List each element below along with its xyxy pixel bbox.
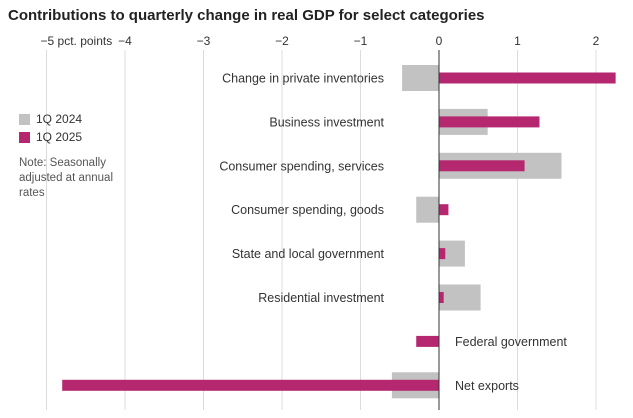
bar-1q-2025 <box>439 160 525 172</box>
bar-1q-2025 <box>439 72 616 84</box>
category-label: Business investment <box>269 115 384 129</box>
legend-swatch-1q-2024 <box>19 113 30 125</box>
category-label: Residential investment <box>258 291 384 305</box>
category-label: Federal government <box>455 335 567 349</box>
legend-label-1q-2025: 1Q 2025 <box>36 130 83 144</box>
category-label: Net exports <box>455 379 519 393</box>
bar-1q-2025 <box>439 116 540 128</box>
category-label: Consumer spending, services <box>219 159 384 173</box>
x-tick-label: −2 <box>275 34 289 48</box>
chart-note: Note: Seasonally adjusted at annual rate… <box>19 157 113 199</box>
x-tick-label: 0 <box>436 34 443 48</box>
x-tick-label: −3 <box>197 34 211 48</box>
legend-swatch-1q-2025 <box>19 131 30 143</box>
bar-1q-2024 <box>439 284 481 311</box>
legend-item-1q-2025: 1Q 2025 <box>19 128 119 146</box>
bar-1q-2025 <box>439 248 446 260</box>
legend-item-1q-2024: 1Q 2024 <box>19 110 119 128</box>
bar-1q-2025 <box>439 292 444 303</box>
bar-1q-2024 <box>402 65 439 91</box>
bar-1q-2024 <box>416 196 439 223</box>
legend-label-1q-2024: 1Q 2024 <box>36 112 83 126</box>
category-label: State and local government <box>232 247 385 261</box>
category-label: Consumer spending, goods <box>231 203 384 217</box>
x-tick-label: 1 <box>514 34 521 48</box>
chart-title: Contributions to quarterly change in rea… <box>8 7 485 24</box>
category-label: Change in private inventories <box>222 72 384 86</box>
x-tick-label: −1 <box>354 34 368 48</box>
x-tick-label: 2 <box>593 34 600 48</box>
x-tick-label: −5 pct. points <box>41 34 113 48</box>
legend: 1Q 2024 1Q 2025 Note: Seasonally adjuste… <box>19 110 119 201</box>
bar-1q-2025 <box>416 335 439 347</box>
bar-1q-2025 <box>62 379 439 391</box>
bar-1q-2025 <box>439 204 449 216</box>
x-tick-label: −4 <box>118 34 132 48</box>
